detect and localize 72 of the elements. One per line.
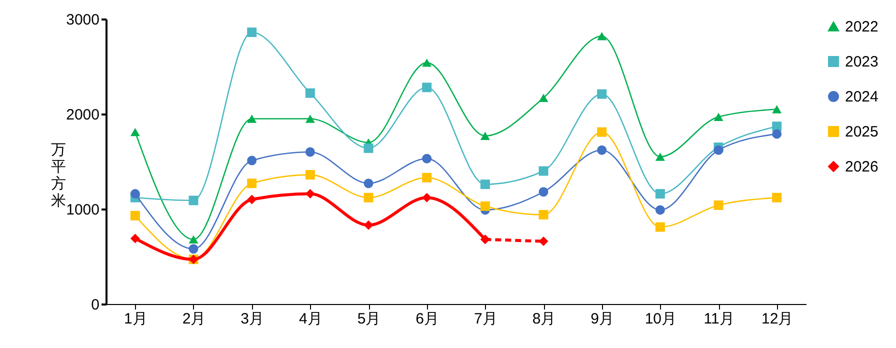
point	[422, 58, 432, 67]
point	[480, 132, 490, 140]
point	[130, 210, 140, 220]
x-tick-label: 8月	[532, 310, 556, 328]
y-tick-label: 0	[91, 296, 100, 314]
x-tick-label: 5月	[357, 310, 381, 328]
point	[305, 189, 315, 199]
point	[655, 205, 665, 215]
point	[538, 210, 548, 220]
point	[655, 189, 665, 199]
point	[655, 152, 665, 161]
x-tick-label: 9月	[590, 310, 614, 328]
point	[188, 235, 198, 244]
point	[188, 196, 198, 206]
point	[772, 122, 782, 132]
legend-label: 2023	[845, 54, 878, 70]
point	[130, 128, 140, 136]
point	[247, 194, 257, 204]
point	[188, 244, 198, 254]
legend-label: 2022	[845, 18, 878, 36]
legend-label: 2025	[845, 124, 878, 140]
point	[364, 143, 374, 153]
point	[422, 82, 432, 92]
point	[480, 234, 490, 244]
point	[364, 220, 374, 230]
point	[538, 187, 548, 197]
point	[364, 178, 374, 188]
point	[714, 145, 724, 155]
point	[305, 114, 315, 123]
y-tick-label: 3000	[66, 12, 100, 28]
point	[772, 129, 782, 139]
y-axis-title: 万平方米	[51, 142, 66, 210]
point	[247, 28, 257, 38]
point	[655, 222, 665, 232]
point	[538, 166, 548, 176]
point	[305, 170, 315, 180]
x-tick-label: 10月	[644, 310, 677, 328]
point	[305, 147, 315, 157]
point	[480, 201, 490, 211]
x-tick-label: 4月	[298, 310, 322, 328]
point	[597, 32, 607, 40]
point	[597, 89, 607, 99]
point	[714, 200, 724, 210]
point	[597, 127, 607, 137]
point	[538, 94, 548, 102]
point	[130, 189, 140, 199]
x-tick-label: 1月	[124, 310, 148, 328]
x-tick-label: 6月	[416, 310, 440, 328]
x-tick-label: 2月	[182, 310, 206, 328]
point	[247, 178, 257, 188]
point	[305, 88, 315, 98]
point	[130, 234, 140, 244]
y-tick-label: 2000	[66, 106, 100, 124]
point	[772, 192, 782, 202]
point	[480, 180, 490, 190]
point	[772, 105, 782, 114]
y-tick-label: 1000	[66, 202, 100, 218]
x-tick-label: 3月	[240, 310, 264, 328]
legend-label: 2024	[845, 88, 878, 106]
x-tick-label: 7月	[474, 310, 498, 328]
point	[422, 154, 432, 164]
point	[597, 145, 607, 155]
point	[538, 236, 548, 246]
point	[247, 156, 257, 166]
x-tick-label: 12月	[761, 310, 794, 328]
x-tick-label: 11月	[704, 310, 734, 328]
legend-label: 2026	[845, 158, 878, 176]
point	[247, 114, 257, 123]
point	[714, 112, 724, 121]
point	[422, 172, 432, 182]
point	[422, 192, 432, 202]
point	[364, 192, 374, 202]
